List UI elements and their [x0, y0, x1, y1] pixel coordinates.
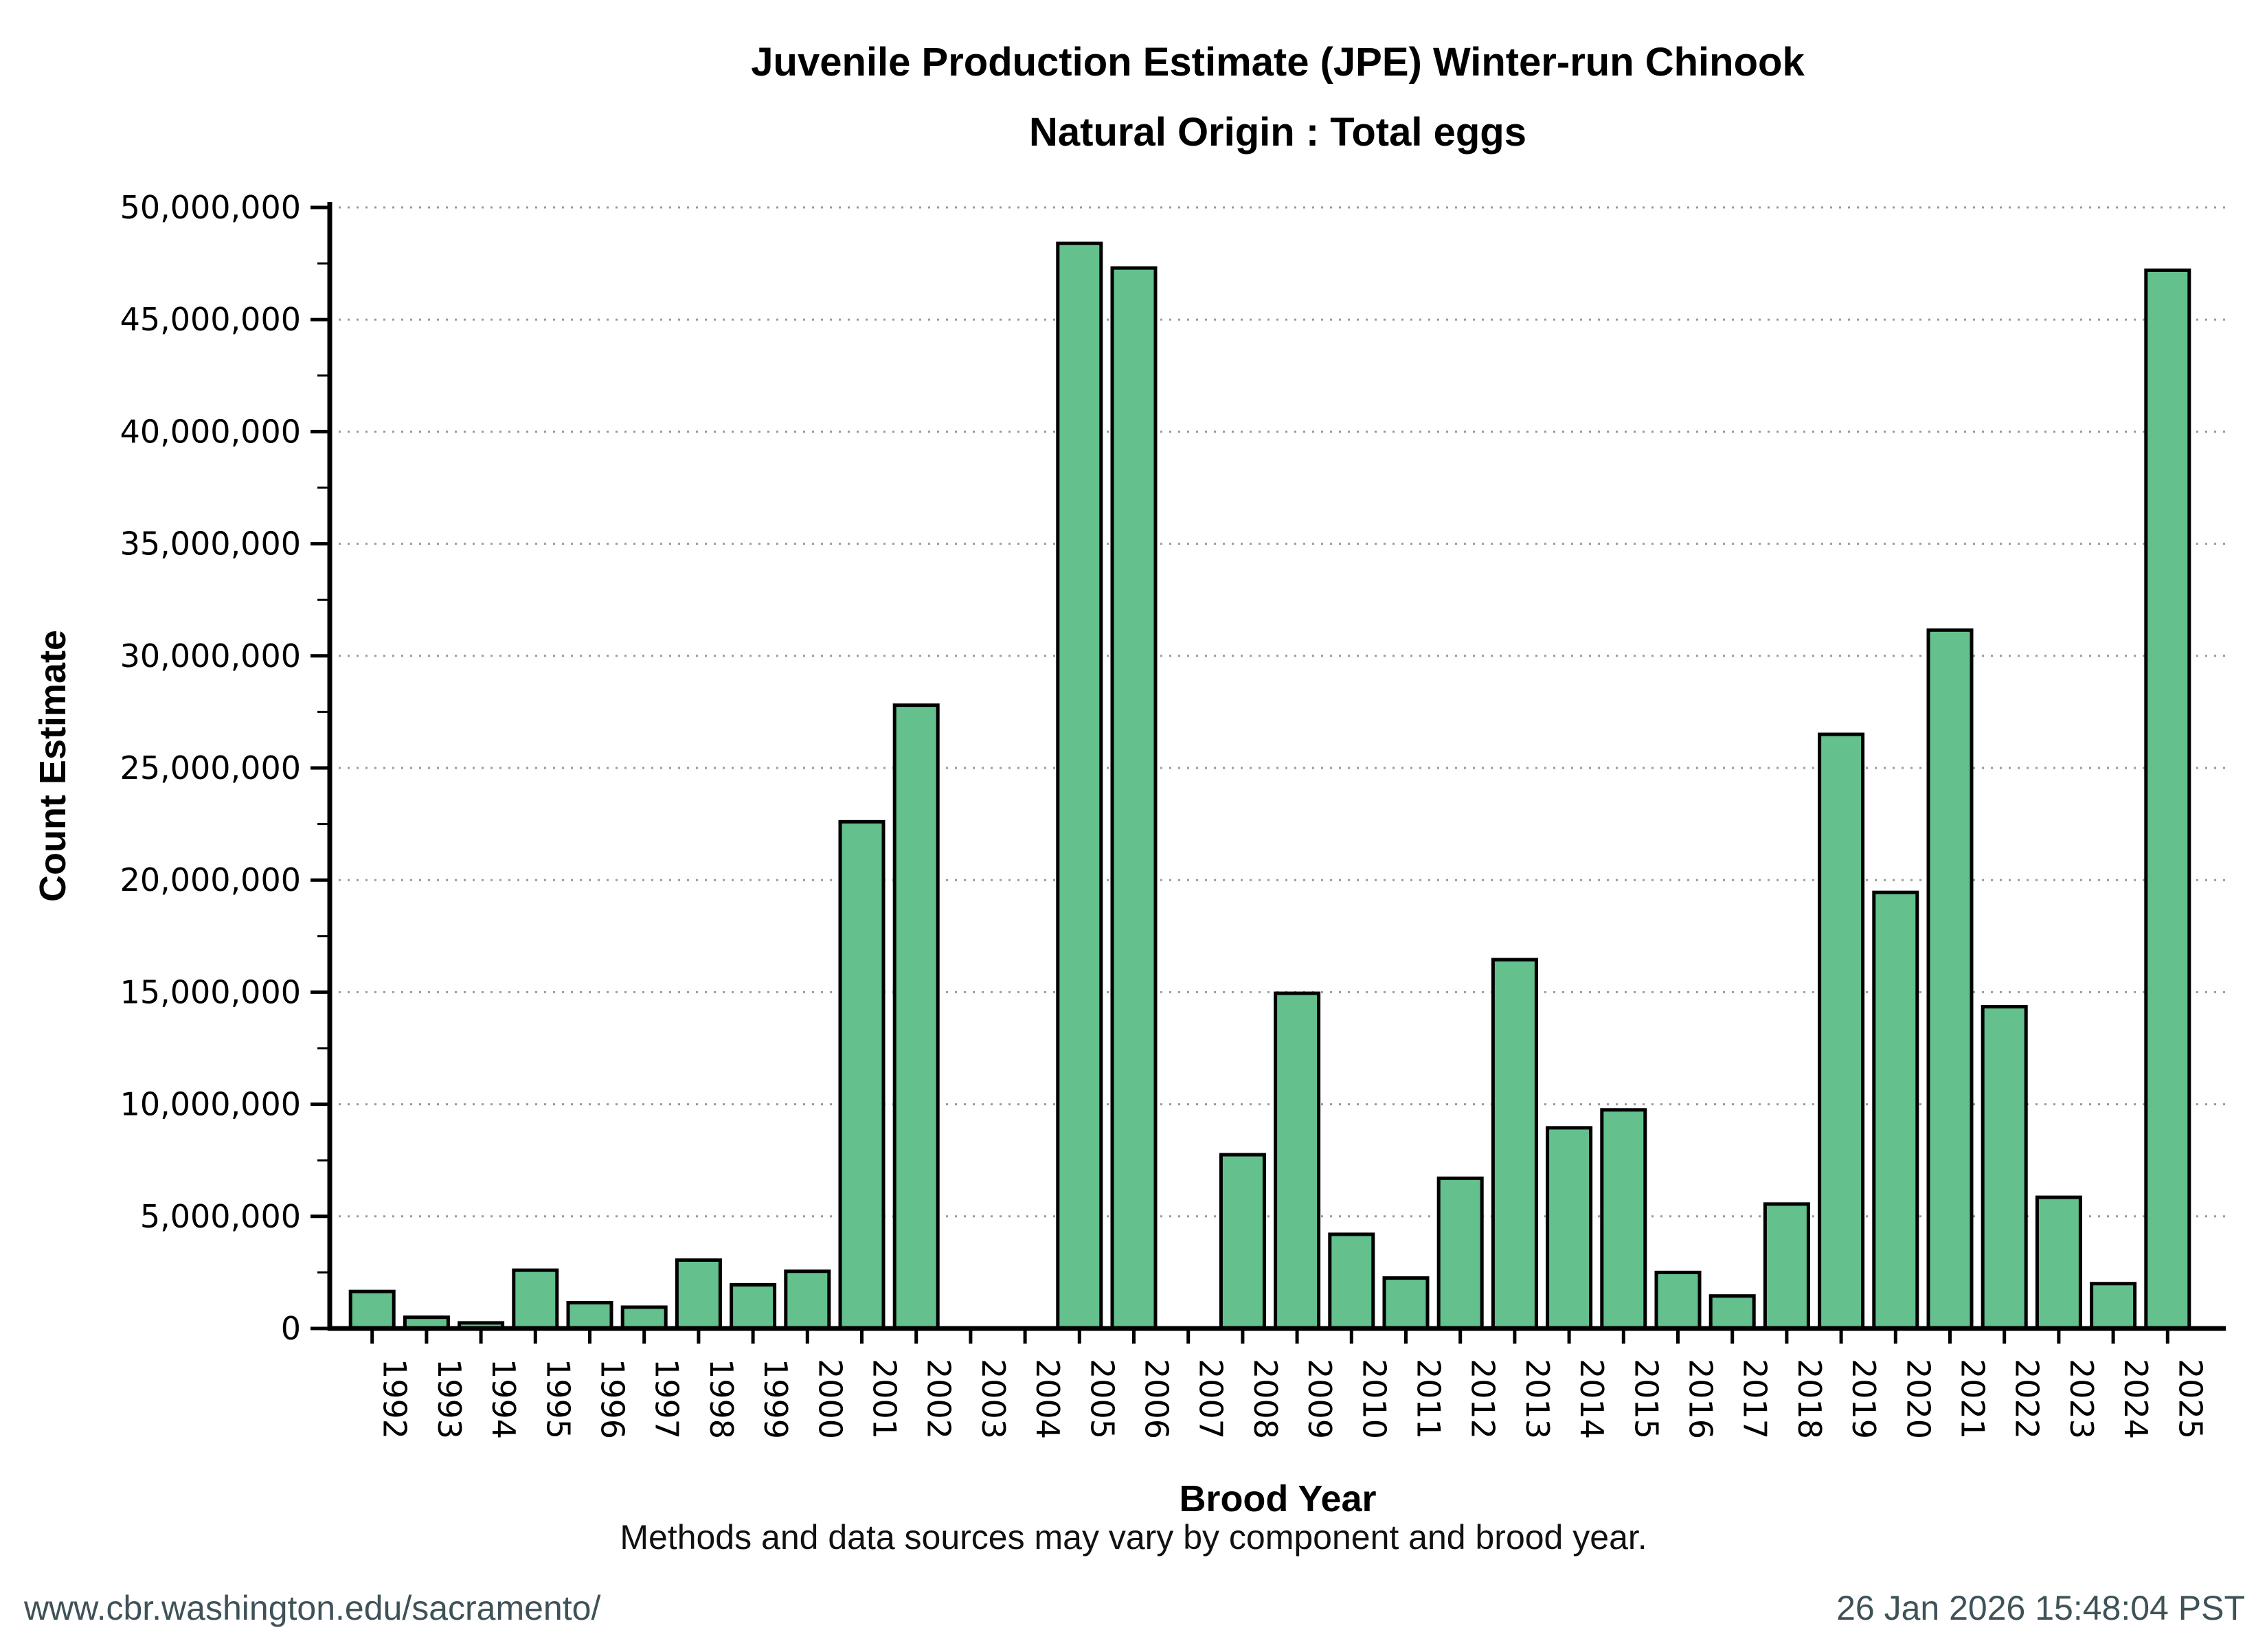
- y-tick-label-50000000: 50,000,000: [120, 189, 301, 226]
- x-tick-label-2025: 2025: [2172, 1359, 2209, 1439]
- x-tick-label-2001: 2001: [866, 1359, 903, 1439]
- bar-2024: [2090, 1282, 2137, 1331]
- x-tick-label-2023: 2023: [2063, 1359, 2100, 1439]
- y-tick-label-0: 0: [281, 1310, 301, 1347]
- x-tick-label-2019: 2019: [1845, 1359, 1882, 1439]
- y-tick-label-15000000: 15,000,000: [120, 973, 301, 1010]
- bar-2020: [1872, 890, 1919, 1331]
- x-tick-label-2013: 2013: [1519, 1359, 1556, 1439]
- bar-1992: [348, 1289, 396, 1331]
- bar-2015: [1600, 1108, 1647, 1331]
- bar-2011: [1382, 1276, 1430, 1331]
- render-timestamp: 26 Jan 2026 15:48:04 PST: [1836, 1589, 2245, 1627]
- source-url: www.cbr.washington.edu/sacramento/: [23, 1589, 600, 1627]
- y-tick-label-30000000: 30,000,000: [120, 637, 301, 675]
- x-tick-label-2017: 2017: [1737, 1359, 1774, 1439]
- bar-1996: [566, 1300, 613, 1331]
- x-tick-label-2012: 2012: [1465, 1359, 1502, 1439]
- x-tick-label-2018: 2018: [1791, 1359, 1828, 1439]
- bar-2009: [1274, 991, 1321, 1331]
- x-tick-label-2003: 2003: [975, 1359, 1012, 1439]
- bar-2013: [1491, 958, 1538, 1331]
- bar-2002: [892, 703, 940, 1331]
- x-tick-label-2004: 2004: [1029, 1359, 1066, 1439]
- y-axis-title: Count Estimate: [32, 630, 74, 902]
- bar-1997: [620, 1305, 668, 1331]
- x-tick-label-2022: 2022: [2009, 1359, 2046, 1439]
- x-tick-label-1994: 1994: [485, 1359, 522, 1439]
- y-tick-label-25000000: 25,000,000: [120, 749, 301, 787]
- x-tick-label-2000: 2000: [811, 1359, 848, 1439]
- bar-2001: [838, 819, 886, 1331]
- x-tick-label-2005: 2005: [1083, 1359, 1120, 1439]
- x-tick-label-2021: 2021: [1954, 1359, 1992, 1439]
- y-tick-label-5000000: 5,000,000: [140, 1198, 301, 1235]
- x-tick-label-2015: 2015: [1627, 1359, 1665, 1439]
- x-tick-label-2016: 2016: [1682, 1359, 1719, 1439]
- y-axis-ticks-group: 0 5,000,000 10,000,000 15,000,000 20,000,000…: [120, 189, 330, 1347]
- bar-2022: [1981, 1005, 2028, 1331]
- x-tick-label-1992: 1992: [376, 1359, 414, 1439]
- x-tick-label-2006: 2006: [1138, 1359, 1175, 1439]
- x-tick-label-2007: 2007: [1193, 1359, 1230, 1439]
- y-tick-label-20000000: 20,000,000: [120, 861, 301, 898]
- bar-2008: [1219, 1153, 1266, 1331]
- x-axis-ticks-group: 1992 1993 1994 1995 1996 1997 1998 1999 2000 2001…: [370, 1328, 2209, 1439]
- bars-group: [348, 241, 2191, 1331]
- x-tick-label-1995: 1995: [539, 1359, 576, 1439]
- y-tick-label-45000000: 45,000,000: [120, 301, 301, 338]
- y-tick-label-10000000: 10,000,000: [120, 1086, 301, 1123]
- x-tick-label-1993: 1993: [431, 1359, 468, 1439]
- y-tick-label-35000000: 35,000,000: [120, 525, 301, 563]
- x-tick-label-2002: 2002: [921, 1359, 958, 1439]
- x-tick-label-1997: 1997: [648, 1359, 686, 1439]
- bar-2006: [1110, 266, 1158, 1331]
- x-axis-title: Brood Year: [1179, 1478, 1376, 1519]
- x-tick-label-1996: 1996: [594, 1359, 631, 1439]
- bar-2000: [784, 1269, 831, 1331]
- x-tick-label-2024: 2024: [2117, 1359, 2154, 1439]
- bar-2018: [1763, 1202, 1810, 1331]
- bar-2023: [2035, 1195, 2082, 1331]
- x-tick-label-2011: 2011: [1410, 1359, 1447, 1439]
- bar-2021: [1926, 628, 1974, 1331]
- bar-2005: [1056, 241, 1103, 1331]
- chart-title-line2: Natural Origin : Total eggs: [1029, 110, 1526, 155]
- x-tick-label-2014: 2014: [1573, 1359, 1610, 1439]
- bar-2019: [1818, 732, 1865, 1331]
- bar-2014: [1546, 1126, 1593, 1331]
- bar-2017: [1708, 1294, 1756, 1331]
- x-tick-label-2010: 2010: [1355, 1359, 1392, 1439]
- bar-2016: [1654, 1270, 1702, 1331]
- bar-1995: [512, 1268, 559, 1331]
- x-tick-label-2008: 2008: [1247, 1359, 1284, 1439]
- bar-1999: [730, 1282, 777, 1331]
- x-tick-label-2020: 2020: [1899, 1359, 1937, 1439]
- bar-2025: [2144, 268, 2191, 1331]
- bar-2012: [1436, 1176, 1484, 1331]
- chart-title-line1: Juvenile Production Estimate (JPE) Winte…: [751, 40, 1805, 84]
- methods-note: Methods and data sources may vary by com…: [620, 1518, 1647, 1557]
- bar-1998: [675, 1258, 722, 1331]
- bar-2010: [1328, 1232, 1375, 1331]
- x-tick-label-1998: 1998: [703, 1359, 740, 1439]
- x-tick-label-1999: 1999: [757, 1359, 794, 1439]
- x-tick-label-2009: 2009: [1301, 1359, 1338, 1439]
- y-tick-label-40000000: 40,000,000: [120, 413, 301, 450]
